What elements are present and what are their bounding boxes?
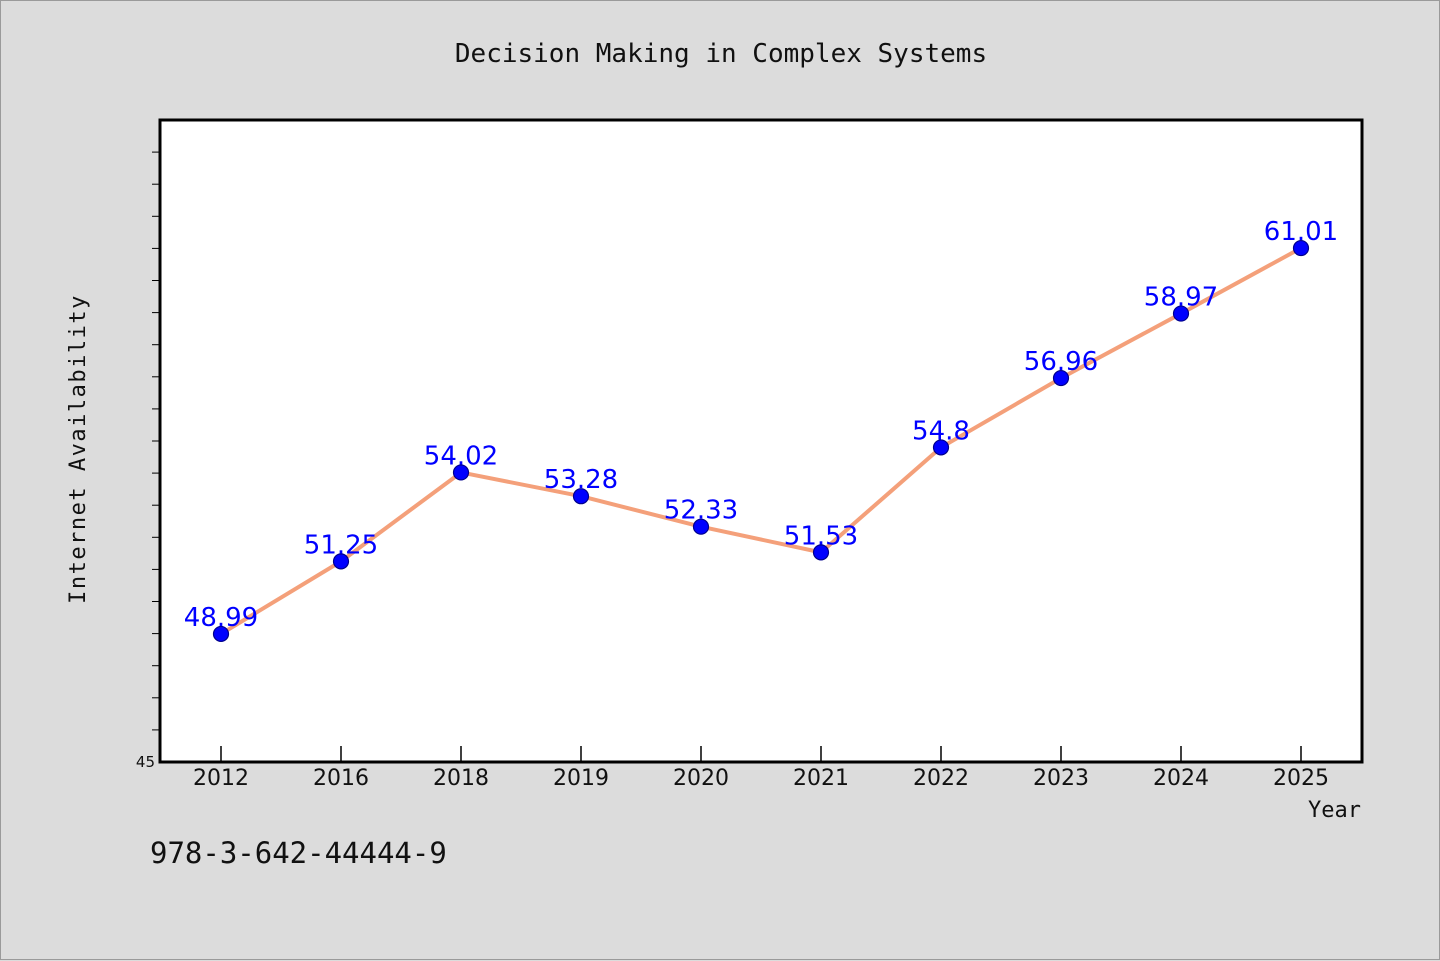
x-tick-label: 2025: [1273, 766, 1329, 791]
data-label: 51.25: [304, 530, 378, 560]
series-line: [219, 246, 1302, 636]
data-label: 53.28: [544, 465, 618, 495]
isbn-annotation: 978-3-642-44444-9: [150, 836, 447, 870]
x-tick-label: 2016: [313, 766, 369, 791]
data-point: [1052, 369, 1070, 387]
x-axis-label: Year: [1308, 798, 1361, 823]
chart-title: Decision Making in Complex Systems: [455, 39, 987, 69]
plot-area: [158, 118, 1364, 764]
x-tick-label: 2020: [673, 766, 729, 791]
data-point: [572, 488, 590, 505]
data-label: 54.02: [424, 441, 498, 471]
data-point: [1292, 239, 1310, 257]
x-tick-label: 2012: [193, 766, 249, 791]
data-points: [212, 239, 1310, 643]
data-label: 54.8: [912, 416, 970, 446]
data-point: [1172, 305, 1190, 322]
x-tick-label: 2018: [433, 766, 489, 791]
data-label: 58.97: [1144, 283, 1218, 313]
data-point: [932, 439, 950, 456]
y-axis-ticks: [152, 151, 159, 731]
y-tick-label: 45: [136, 753, 155, 771]
y-axis-label: Internet Availability: [66, 294, 91, 604]
data-point: [692, 518, 710, 535]
x-tick-label: 2024: [1153, 766, 1209, 791]
data-label: 51.53: [784, 521, 858, 551]
data-point: [812, 544, 830, 561]
data-point: [332, 553, 350, 570]
data-label: 48.99: [184, 603, 258, 633]
data-label: 52.33: [664, 496, 738, 526]
data-label: 56.96: [1024, 347, 1098, 377]
x-tick-label: 2022: [913, 766, 969, 791]
data-point: [212, 625, 230, 643]
x-tick-label: 2021: [793, 766, 849, 791]
x-tick-label: 2019: [553, 766, 609, 791]
data-label: 61.01: [1264, 217, 1338, 247]
x-axis-ticks: 2012 2016 2018 2019 2020 2021 2022 2023 2024 2025: [193, 746, 1329, 791]
data-point: [452, 464, 470, 481]
x-tick-label: 2023: [1033, 766, 1089, 791]
data-labels: 48.99 51.25 54.02 53.28 52.33 51.53 54.8 56.96 5…: [184, 217, 1338, 633]
